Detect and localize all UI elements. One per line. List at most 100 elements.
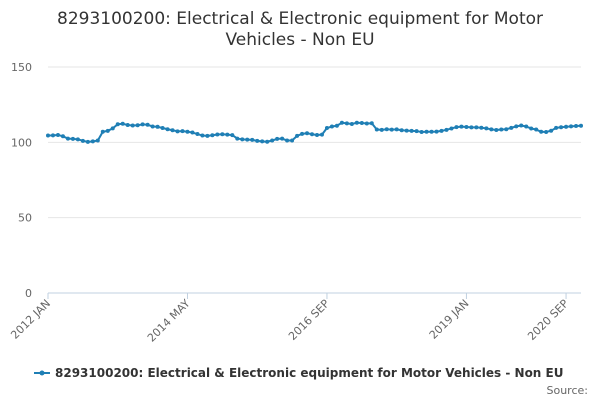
- data-point: [155, 124, 160, 129]
- x-tick-label: 2020 SEP: [525, 297, 571, 343]
- data-point: [125, 123, 130, 128]
- data-point: [100, 129, 105, 134]
- data-point: [434, 129, 439, 134]
- data-point: [255, 138, 260, 143]
- data-point: [549, 128, 554, 133]
- data-point: [305, 131, 310, 136]
- x-axis: 2012 JAN 2014 MAY 2016 SEP 2019 JAN 2020 SEP: [8, 293, 571, 345]
- data-point: [80, 138, 85, 143]
- data-point: [559, 125, 564, 130]
- data-point: [419, 129, 424, 134]
- data-point: [275, 136, 280, 141]
- data-point: [60, 134, 65, 139]
- data-point: [574, 124, 579, 129]
- data-point: [474, 125, 479, 130]
- data-point: [250, 137, 255, 142]
- data-point: [379, 127, 384, 132]
- data-point: [290, 138, 295, 143]
- data-point: [464, 124, 469, 129]
- data-point: [300, 131, 305, 136]
- data-point: [150, 124, 155, 129]
- data-point: [469, 125, 474, 130]
- data-point: [384, 127, 389, 132]
- data-point: [459, 124, 464, 129]
- data-point: [130, 123, 135, 128]
- data-point: [569, 124, 574, 129]
- data-point: [329, 124, 334, 129]
- data-point: [120, 121, 125, 126]
- data-point: [539, 129, 544, 134]
- data-point: [310, 132, 315, 137]
- data-point: [504, 127, 509, 132]
- data-point: [115, 122, 120, 127]
- data-point: [185, 129, 190, 134]
- data-point: [349, 121, 354, 126]
- data-point: [295, 133, 300, 138]
- chart-title-line-1: 8293100200: Electrical & Electronic equi…: [57, 9, 543, 29]
- data-point: [225, 132, 230, 137]
- legend-marker: [39, 370, 45, 376]
- data-point: [90, 139, 95, 144]
- legend[interactable]: 8293100200: Electrical & Electronic equi…: [34, 366, 563, 380]
- source-credit[interactable]: Source:: [547, 384, 589, 397]
- data-point: [509, 125, 514, 130]
- data-point: [285, 138, 290, 143]
- x-tick-label: 2014 MAY: [145, 297, 193, 345]
- data-point: [75, 137, 80, 142]
- data-point: [579, 123, 583, 128]
- data-point: [479, 125, 484, 130]
- data-point: [364, 121, 369, 126]
- data-point: [240, 137, 245, 142]
- y-tick-label: 100: [11, 136, 32, 149]
- data-point: [195, 132, 200, 137]
- data-point: [50, 133, 55, 138]
- chart-title-line-2: Vehicles - Non EU: [225, 30, 374, 50]
- data-point: [324, 126, 329, 131]
- x-tick-label: 2016 SEP: [286, 297, 332, 343]
- data-point: [519, 123, 524, 128]
- data-point: [245, 137, 250, 142]
- data-point: [339, 120, 344, 125]
- data-point: [554, 125, 559, 130]
- data-point: [215, 132, 220, 137]
- data-point: [210, 133, 215, 138]
- data-point: [260, 139, 265, 144]
- data-point: [359, 121, 364, 126]
- data-point: [270, 138, 275, 143]
- data-point: [95, 138, 100, 143]
- data-point: [105, 128, 110, 133]
- data-point: [65, 136, 70, 141]
- data-point: [489, 127, 494, 132]
- data-point: [439, 128, 444, 133]
- data-point: [200, 133, 205, 138]
- data-point: [414, 129, 419, 134]
- data-point: [369, 121, 374, 126]
- data-point: [319, 132, 324, 137]
- data-point: [494, 127, 499, 132]
- data-point: [344, 121, 349, 126]
- data-point: [484, 126, 489, 131]
- legend-label[interactable]: 8293100200: Electrical & Electronic equi…: [55, 366, 563, 380]
- data-point: [334, 123, 339, 128]
- data-point: [314, 132, 319, 137]
- data-point: [404, 128, 409, 133]
- data-point: [524, 124, 529, 129]
- data-point: [145, 122, 150, 127]
- y-tick-label: 0: [25, 287, 32, 300]
- data-point: [280, 136, 285, 141]
- data-point: [235, 136, 240, 141]
- data-point: [444, 127, 449, 132]
- data-point: [394, 127, 399, 132]
- data-point: [529, 126, 534, 131]
- y-axis: 0 50 100 150: [11, 61, 32, 300]
- gridlines: [48, 66, 581, 294]
- x-tick-label: 2012 JAN: [8, 297, 53, 342]
- data-point: [180, 129, 185, 134]
- y-tick-label: 150: [11, 61, 32, 74]
- data-point: [354, 120, 359, 125]
- data-point: [175, 129, 180, 134]
- data-point: [514, 124, 519, 129]
- data-point: [160, 126, 165, 131]
- data-point: [265, 139, 270, 144]
- data-point: [399, 128, 404, 133]
